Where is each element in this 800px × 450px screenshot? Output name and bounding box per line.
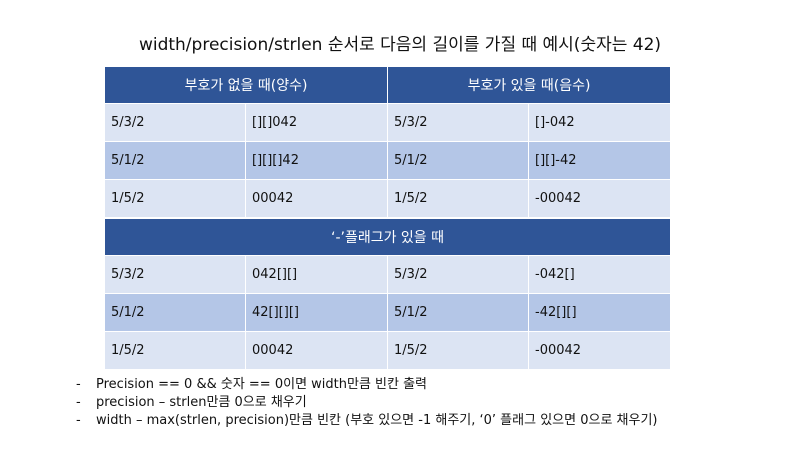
- note-text: precision – strlen만큼 0으로 채우기: [96, 395, 307, 410]
- header-minus-flag: ‘-’플래그가 있을 때: [103, 218, 672, 256]
- list-item: - Precision == 0 && 숫자 == 0이면 width만큼 빈칸…: [76, 376, 658, 394]
- table-row: 1/5/2 00042 1/5/2 -00042: [104, 331, 672, 370]
- table-cell: []-042: [528, 103, 671, 142]
- table-cell: 042[][]: [245, 255, 388, 294]
- bullet-dash: -: [76, 413, 81, 428]
- table-cell: -042[]: [527, 255, 672, 294]
- table-cell: [][][]42: [245, 141, 388, 180]
- table-cell: 42[][][]: [245, 293, 388, 332]
- table-cell: 5/1/2: [387, 293, 529, 332]
- table-cell: 5/3/2: [387, 255, 529, 294]
- table-cell: 5/1/2: [104, 141, 246, 180]
- table-cell: 5/3/2: [104, 255, 246, 294]
- header-unsigned: 부호가 없을 때(양수): [104, 66, 388, 104]
- table-cell: 1/5/2: [104, 331, 246, 370]
- table-cell: -42[][]: [527, 293, 672, 332]
- table-row: 5/1/2 [][][]42 5/1/2 [][]-42: [104, 141, 671, 180]
- table-cell: 5/1/2: [387, 141, 529, 180]
- table-cell: [][]042: [245, 103, 388, 142]
- table-cell: 00042: [245, 179, 388, 218]
- list-item: - precision – strlen만큼 0으로 채우기: [76, 394, 658, 412]
- bullet-dash: -: [76, 377, 81, 392]
- table-cell: -00042: [527, 331, 672, 370]
- bullet-dash: -: [76, 395, 81, 410]
- table-cell: 5/3/2: [104, 103, 246, 142]
- unsigned-signed-table: 부호가 없을 때(양수) 부호가 있을 때(음수) 5/3/2 [][]042 …: [104, 66, 671, 218]
- table-row: 1/5/2 00042 1/5/2 -00042: [104, 179, 671, 218]
- note-text: Precision == 0 && 숫자 == 0이면 width만큼 빈칸 출…: [96, 377, 428, 392]
- table-cell: 1/5/2: [387, 331, 529, 370]
- table-row: 5/3/2 [][]042 5/3/2 []-042: [104, 103, 671, 142]
- table-cell: 5/3/2: [387, 103, 529, 142]
- page-title: width/precision/strlen 순서로 다음의 길이를 가질 때 …: [138, 35, 662, 55]
- table-cell: 5/1/2: [104, 293, 246, 332]
- table-cell: [][]-42: [528, 141, 671, 180]
- header-signed: 부호가 있을 때(음수): [387, 66, 671, 104]
- minus-flag-table: ‘-’플래그가 있을 때 5/3/2 042[][] 5/3/2 -042[] …: [103, 218, 672, 370]
- table-cell: 1/5/2: [387, 179, 529, 218]
- notes-list: - Precision == 0 && 숫자 == 0이면 width만큼 빈칸…: [76, 376, 658, 430]
- list-item: - width – max(strlen, precision)만큼 빈칸 (부…: [76, 412, 658, 430]
- table-row: 5/3/2 042[][] 5/3/2 -042[]: [104, 255, 672, 294]
- table-row: 5/1/2 42[][][] 5/1/2 -42[][]: [104, 293, 672, 332]
- table-cell: 00042: [245, 331, 388, 370]
- note-text: width – max(strlen, precision)만큼 빈칸 (부호 …: [96, 413, 658, 428]
- table-cell: 1/5/2: [104, 179, 246, 218]
- table-cell: -00042: [528, 179, 671, 218]
